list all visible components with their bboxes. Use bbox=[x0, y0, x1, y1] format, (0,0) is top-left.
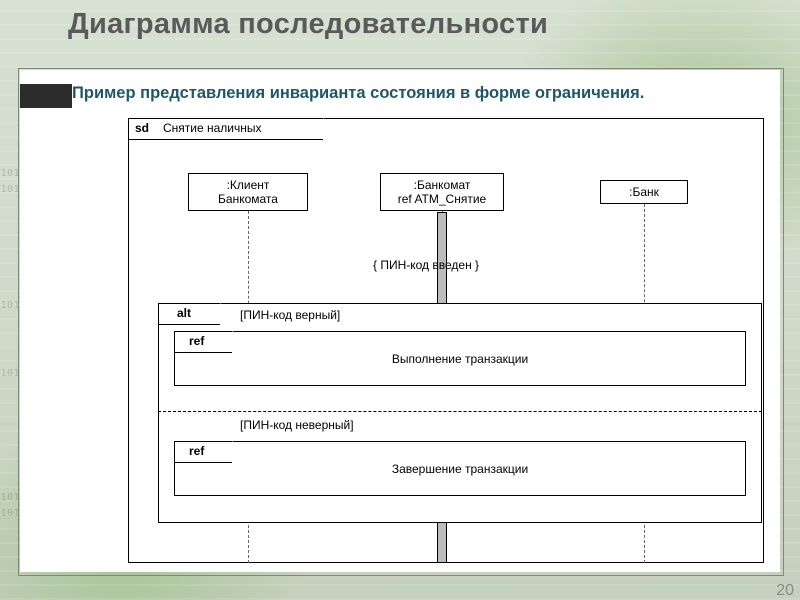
lifeline-head-atm: :Банкоматref ATM_Снятие bbox=[380, 173, 504, 211]
alt-guard-1: [ПИН-код неверный] bbox=[240, 418, 354, 432]
page-title: Диаграмма последовательности bbox=[68, 8, 548, 41]
alt-guard-0: [ПИН-код верный] bbox=[240, 308, 340, 322]
sd-frame-tab: sdСнятие наличных bbox=[128, 118, 323, 140]
subtitle-text: Пример представления инварианта состояни… bbox=[72, 84, 762, 103]
ref-label-1: Завершение транзакции bbox=[174, 462, 746, 476]
page-number: 20 bbox=[776, 582, 794, 600]
ref-tab-0: ref bbox=[174, 331, 232, 353]
sequence-diagram: sdСнятие наличных :КлиентБанкомата :Банком… bbox=[128, 118, 768, 566]
state-invariant: { ПИН-код введен } bbox=[373, 258, 479, 272]
alt-divider bbox=[158, 411, 762, 412]
lifeline-head-client: :КлиентБанкомата bbox=[188, 173, 308, 211]
ref-label-0: Выполнение транзакции bbox=[174, 352, 746, 366]
lifeline-head-bank: :Банк bbox=[600, 180, 688, 204]
ref-tab-1: ref bbox=[174, 441, 232, 463]
accent-block bbox=[20, 84, 72, 108]
alt-tab: alt bbox=[158, 303, 220, 325]
